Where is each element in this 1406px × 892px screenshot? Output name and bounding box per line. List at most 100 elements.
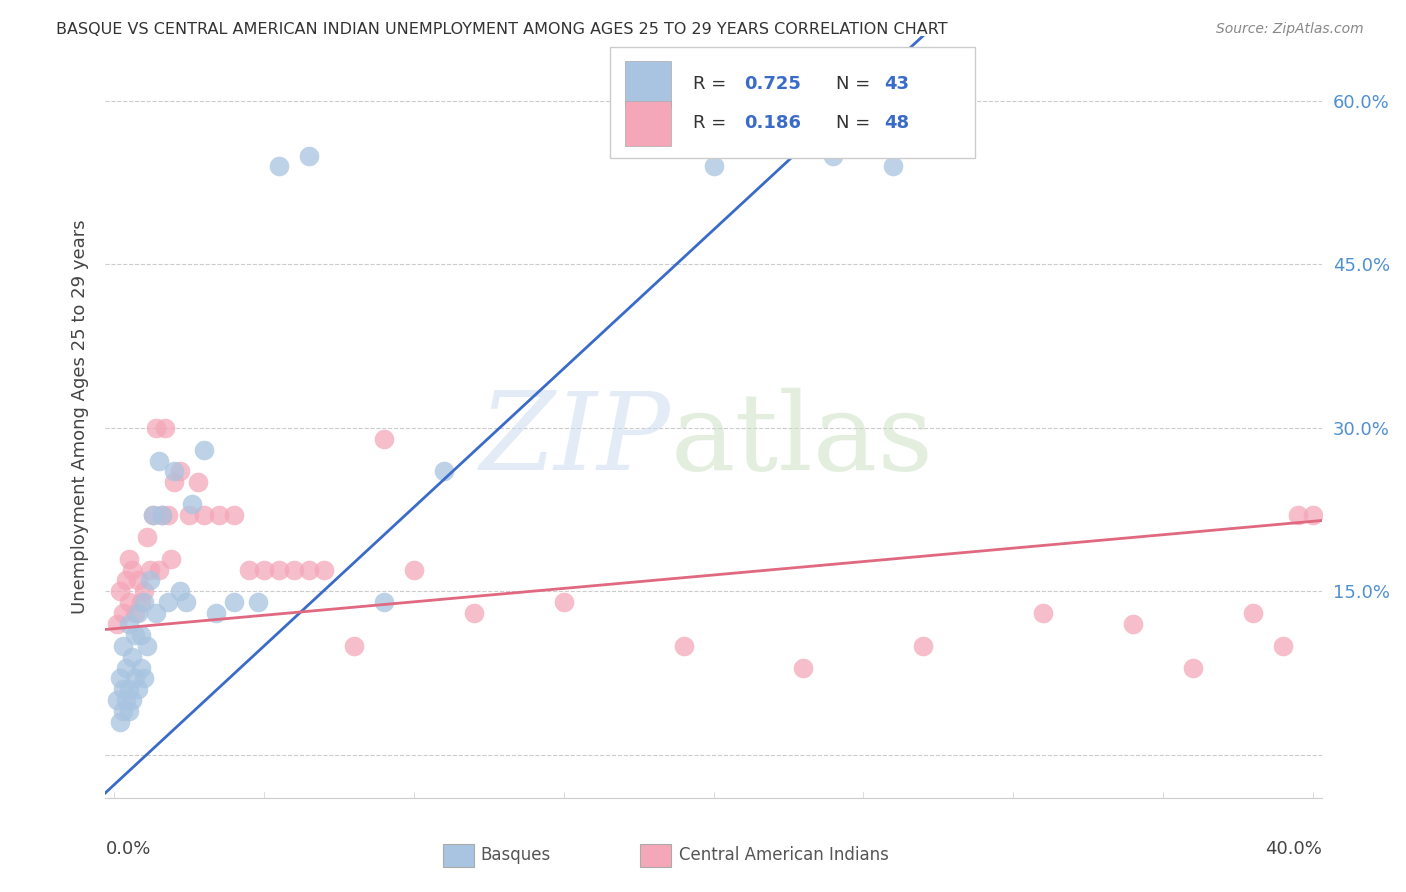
- Point: [193, 508, 215, 522]
- Point: [124, 672, 146, 686]
- Point: [118, 682, 141, 697]
- Point: [176, 595, 198, 609]
- Point: [283, 563, 305, 577]
- Text: 43: 43: [884, 75, 908, 93]
- Point: [163, 465, 186, 479]
- Point: [314, 563, 336, 577]
- Point: [253, 563, 276, 577]
- Point: [118, 551, 141, 566]
- Point: [127, 682, 149, 697]
- Text: Central American Indians: Central American Indians: [679, 847, 889, 864]
- Point: [127, 574, 149, 588]
- Point: [1032, 606, 1054, 620]
- Point: [107, 693, 129, 707]
- Text: R =: R =: [693, 75, 733, 93]
- Point: [702, 160, 725, 174]
- Point: [148, 563, 170, 577]
- Point: [433, 465, 456, 479]
- Point: [157, 595, 180, 609]
- Point: [110, 715, 132, 730]
- Point: [823, 148, 845, 162]
- Text: 0.0%: 0.0%: [105, 840, 150, 858]
- Point: [553, 595, 575, 609]
- Point: [373, 595, 395, 609]
- Point: [107, 617, 129, 632]
- Point: [155, 421, 177, 435]
- Point: [134, 672, 156, 686]
- Point: [181, 497, 204, 511]
- Point: [169, 584, 191, 599]
- Point: [112, 639, 135, 653]
- Text: 40.0%: 40.0%: [1265, 840, 1322, 858]
- Point: [145, 606, 167, 620]
- Point: [269, 160, 291, 174]
- Point: [224, 595, 246, 609]
- Point: [298, 148, 321, 162]
- Point: [269, 563, 291, 577]
- Point: [150, 508, 173, 522]
- Point: [247, 595, 270, 609]
- Point: [187, 475, 209, 490]
- Point: [136, 639, 159, 653]
- Point: [115, 574, 138, 588]
- Point: [112, 682, 135, 697]
- Point: [142, 508, 165, 522]
- Point: [792, 660, 814, 674]
- Point: [136, 530, 159, 544]
- Point: [912, 639, 935, 653]
- Bar: [624, 61, 671, 107]
- Point: [343, 639, 366, 653]
- Y-axis label: Unemployment Among Ages 25 to 29 years: Unemployment Among Ages 25 to 29 years: [70, 219, 89, 615]
- Point: [131, 595, 153, 609]
- Text: ZIP: ZIP: [479, 387, 671, 492]
- Point: [139, 563, 162, 577]
- Point: [124, 606, 146, 620]
- Point: [127, 606, 149, 620]
- Point: [1286, 508, 1309, 522]
- Point: [139, 574, 162, 588]
- Point: [112, 606, 135, 620]
- Point: [1122, 617, 1144, 632]
- Point: [131, 628, 153, 642]
- Point: [112, 704, 135, 718]
- Text: 48: 48: [884, 114, 908, 132]
- Text: BASQUE VS CENTRAL AMERICAN INDIAN UNEMPLOYMENT AMONG AGES 25 TO 29 YEARS CORRELA: BASQUE VS CENTRAL AMERICAN INDIAN UNEMPL…: [56, 22, 948, 37]
- Point: [115, 693, 138, 707]
- Text: N =: N =: [837, 75, 876, 93]
- Point: [110, 584, 132, 599]
- Point: [208, 508, 231, 522]
- Point: [882, 160, 904, 174]
- Text: R =: R =: [693, 114, 733, 132]
- Text: Source: ZipAtlas.com: Source: ZipAtlas.com: [1216, 22, 1364, 37]
- Point: [148, 453, 170, 467]
- Point: [134, 595, 156, 609]
- Point: [142, 508, 165, 522]
- Point: [298, 563, 321, 577]
- Point: [121, 693, 143, 707]
- Point: [1241, 606, 1264, 620]
- Point: [145, 421, 167, 435]
- Text: Basques: Basques: [481, 847, 551, 864]
- Point: [134, 584, 156, 599]
- Point: [238, 563, 260, 577]
- Point: [118, 704, 141, 718]
- Point: [205, 606, 228, 620]
- Text: atlas: atlas: [671, 387, 934, 492]
- Point: [121, 649, 143, 664]
- Point: [402, 563, 425, 577]
- Point: [131, 660, 153, 674]
- Point: [1181, 660, 1204, 674]
- Point: [157, 508, 180, 522]
- Text: N =: N =: [837, 114, 876, 132]
- Point: [118, 595, 141, 609]
- Point: [163, 475, 186, 490]
- Point: [118, 617, 141, 632]
- Text: 0.725: 0.725: [744, 75, 801, 93]
- Point: [124, 628, 146, 642]
- Bar: [624, 101, 671, 146]
- Point: [121, 563, 143, 577]
- Point: [150, 508, 173, 522]
- Point: [224, 508, 246, 522]
- Point: [179, 508, 201, 522]
- FancyBboxPatch shape: [610, 47, 974, 158]
